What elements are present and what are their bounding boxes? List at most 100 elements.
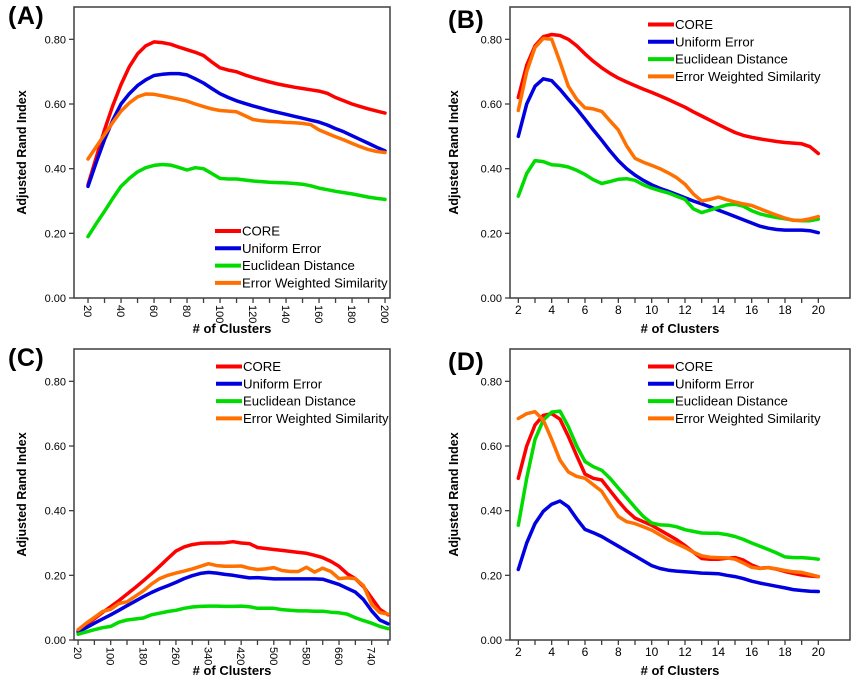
x-tick-label: 60 xyxy=(147,305,159,317)
x-tick-label: 6 xyxy=(582,645,589,659)
x-tick-label: 8 xyxy=(615,303,622,317)
x-tick-label: 120 xyxy=(246,305,258,323)
series-line-euclidean-distance xyxy=(516,409,821,561)
legend-label-core: CORE xyxy=(675,359,713,374)
legend-label-uniform-error: Uniform Error xyxy=(675,34,755,49)
x-tick-label: 10 xyxy=(645,303,659,317)
x-tick-label: 20 xyxy=(812,303,826,317)
legend-label-error-weighted-similarity: Error Weighted Similarity xyxy=(243,411,389,426)
x-tick-label: 18 xyxy=(778,645,792,659)
y-axis-title: Adjusted Rand Index xyxy=(447,432,461,556)
panel-label-B: (B) xyxy=(448,6,485,34)
x-tick-label: 18 xyxy=(778,303,792,317)
chart-B: 0.00 0.20 0.40 0.60 0.80 2 4 6 8 10 12 14 16 18 20 # of… xyxy=(447,6,851,336)
y-tick-label: 0.20 xyxy=(45,570,66,582)
panel-A: (A) 0.00 0.20 0.40 0.60 0.80 20 40 60 80 100 120 14… xyxy=(0,0,432,342)
x-tick-label: 200 xyxy=(378,305,390,323)
x-axis-title: # of Clusters xyxy=(193,663,272,678)
x-tick-label: 140 xyxy=(279,305,291,323)
legend-label-core: CORE xyxy=(675,17,713,32)
x-tick-label: 580 xyxy=(299,647,311,665)
legend-label-uniform-error: Uniform Error xyxy=(243,376,323,391)
x-axis-title: # of Clusters xyxy=(641,321,720,336)
x-tick-label: 12 xyxy=(678,645,692,659)
x-tick-label: 160 xyxy=(312,305,324,323)
chart-C: 0.00 0.20 0.40 0.60 0.80 20 100 180 260 340 420 500… xyxy=(15,348,391,678)
y-tick-label: 0.80 xyxy=(481,34,502,46)
series-line-euclidean-distance xyxy=(516,158,821,223)
legend-label-error-weighted-similarity: Error Weighted Similarity xyxy=(242,275,388,290)
y-tick-label: 0.40 xyxy=(45,164,66,176)
plot-frame xyxy=(73,6,391,299)
x-tick-label: 420 xyxy=(234,647,246,665)
legend-label-core: CORE xyxy=(243,359,281,374)
series-line-uniform-error xyxy=(516,499,821,594)
series-line-euclidean-distance xyxy=(86,162,387,239)
legend-label-euclidean-distance: Euclidean Distance xyxy=(675,52,788,67)
x-tick-label: 180 xyxy=(345,305,357,323)
x-tick-label: 8 xyxy=(615,645,622,659)
y-tick-label: 0.00 xyxy=(45,635,66,647)
panel-label-A: (A) xyxy=(8,2,45,30)
legend: CORE Uniform Error Euclidean Distance Error… xyxy=(648,17,821,84)
series-line-error-weighted-similarity xyxy=(516,36,821,223)
y-tick-label: 0.60 xyxy=(45,99,66,111)
y-tick-label: 0.00 xyxy=(481,635,502,647)
plot-frame xyxy=(509,348,851,641)
series-line-euclidean-distance xyxy=(76,604,390,636)
chart-D: 0.00 0.20 0.40 0.60 0.80 2 4 6 8 10 12 14 16 18 20 # of… xyxy=(447,348,851,678)
x-tick-label: 2 xyxy=(515,645,522,659)
series-line-core xyxy=(86,40,387,187)
x-tick-label: 16 xyxy=(745,645,759,659)
series-line-error-weighted-similarity xyxy=(76,561,390,632)
x-tick-label: 20 xyxy=(812,645,826,659)
plot-frame xyxy=(509,6,851,299)
y-axis-title: Adjusted Rand Index xyxy=(447,90,461,214)
panel-label-D: (D) xyxy=(448,348,485,376)
x-tick-label: 6 xyxy=(582,303,589,317)
x-tick-label: 500 xyxy=(267,647,279,665)
x-tick-label: 40 xyxy=(114,305,126,317)
series-line-core xyxy=(516,32,821,156)
x-tick-label: 14 xyxy=(712,303,726,317)
x-tick-label: 180 xyxy=(136,647,148,665)
y-tick-label: 0.00 xyxy=(45,293,66,305)
legend-label-euclidean-distance: Euclidean Distance xyxy=(242,258,355,273)
legend-label-euclidean-distance: Euclidean Distance xyxy=(243,394,356,409)
y-tick-label: 0.00 xyxy=(481,293,502,305)
y-tick-label: 0.40 xyxy=(481,164,502,176)
panel-D: (D) 0.00 0.20 0.40 0.60 0.80 2 4 6 8 10 12 14 16 18 20… xyxy=(432,342,864,684)
x-tick-label: 20 xyxy=(81,305,93,317)
x-tick-label: 10 xyxy=(645,645,659,659)
x-tick-label: 16 xyxy=(745,303,759,317)
series-line-uniform-error xyxy=(86,71,387,189)
chart-A: 0.00 0.20 0.40 0.60 0.80 20 40 60 80 100 120 140 160… xyxy=(15,6,391,336)
x-tick-label: 660 xyxy=(332,647,344,665)
x-tick-label: 4 xyxy=(548,645,555,659)
series-line-uniform-error xyxy=(76,570,390,634)
series-line-error-weighted-similarity xyxy=(86,92,387,161)
legend: CORE Uniform Error Euclidean Distance Error… xyxy=(648,359,821,426)
y-tick-label: 0.60 xyxy=(481,441,502,453)
legend: CORE Uniform Error Euclidean Distance Error… xyxy=(216,359,389,426)
y-tick-label: 0.40 xyxy=(45,506,66,518)
series-line-error-weighted-similarity xyxy=(516,409,821,579)
x-axis-title: # of Clusters xyxy=(641,663,720,678)
panel-C: (C) 0.00 0.20 0.40 0.60 0.80 20 100 180 260 340 42… xyxy=(0,342,432,684)
legend-label-uniform-error: Uniform Error xyxy=(675,376,755,391)
legend-label-error-weighted-similarity: Error Weighted Similarity xyxy=(675,69,821,84)
y-axis-title: Adjusted Rand Index xyxy=(15,432,29,556)
x-tick-label: 260 xyxy=(169,647,181,665)
y-tick-label: 0.60 xyxy=(45,441,66,453)
y-axis-title: Adjusted Rand Index xyxy=(15,90,29,214)
x-tick-label: 4 xyxy=(548,303,555,317)
series-line-core xyxy=(76,539,390,633)
legend-label-euclidean-distance: Euclidean Distance xyxy=(675,394,788,409)
x-tick-label: 100 xyxy=(213,305,225,323)
x-tick-label: 740 xyxy=(365,647,377,665)
x-tick-label: 2 xyxy=(515,303,522,317)
y-tick-label: 0.20 xyxy=(481,570,502,582)
x-tick-label: 14 xyxy=(712,645,726,659)
panel-B: (B) 0.00 0.20 0.40 0.60 0.80 2 4 6 8 10 12 14 16 18 20… xyxy=(432,0,864,342)
